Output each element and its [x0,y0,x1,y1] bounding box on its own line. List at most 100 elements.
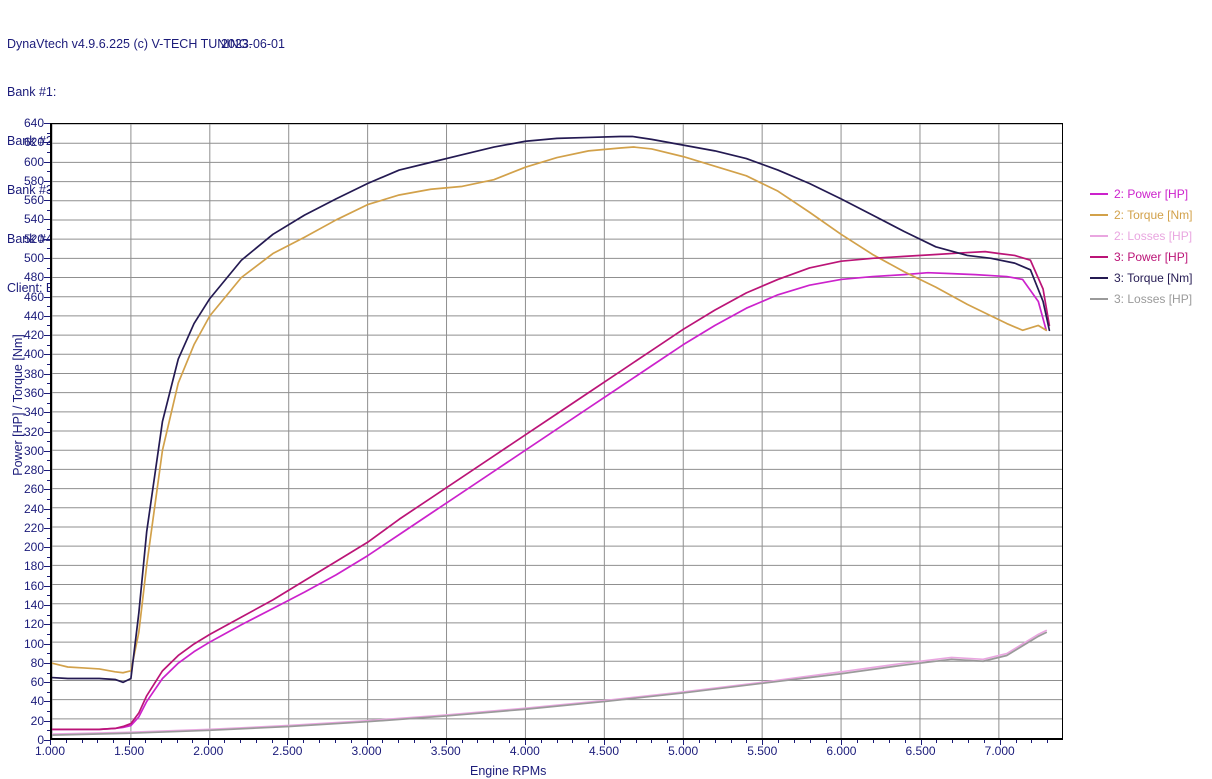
y-tick-mark-minor [47,518,50,520]
y-tick-mark-minor [47,460,50,462]
bank1-line: Bank #1: [7,85,57,100]
y-tick-label: 20 [30,713,44,728]
x-axis-ticks [50,740,1063,746]
series-line-3 [52,252,1049,730]
y-tick-mark-minor [47,691,50,693]
y-tick-mark [44,547,50,549]
y-tick-label: 140 [23,598,44,613]
legend-item-5[interactable]: 3: Losses [HP] [1090,288,1212,309]
y-tick-mark [44,605,50,607]
x-tick-mark-minor [97,740,99,743]
y-tick-mark [44,682,50,684]
y-tick-mark [44,701,50,703]
y-tick-mark-minor [47,383,50,385]
y-tick-mark-minor [47,267,50,269]
legend-item-label: 2: Losses [HP] [1114,228,1193,243]
x-tick-mark-minor [857,740,859,743]
legend-swatch-icon [1090,213,1108,216]
y-tick-mark-minor [47,364,50,366]
y-tick-mark [44,527,50,529]
x-tick-label: 2.000 [193,744,224,758]
y-tick-mark [44,277,50,279]
x-tick-mark [366,740,368,745]
y-tick-mark [44,412,50,414]
y-tick-mark [44,354,50,356]
series-line-0 [52,273,1046,730]
y-tick-mark-minor [47,248,50,250]
y-tick-mark-minor [47,171,50,173]
legend-item-label: 3: Torque [Nm] [1114,270,1193,285]
x-tick-mark-minor [667,740,669,743]
y-tick-mark-minor [47,537,50,539]
y-tick-mark-minor [47,498,50,500]
legend-item-4[interactable]: 3: Torque [Nm] [1090,267,1212,288]
x-tick-mark-minor [714,740,716,743]
legend-item-label: 2: Power [HP] [1114,186,1189,201]
x-tick-mark-minor [556,740,558,743]
y-tick-mark [44,470,50,472]
y-tick-label: 100 [23,636,44,651]
x-tick-mark-minor [255,740,257,743]
y-tick-mark-minor [47,325,50,327]
x-tick-mark-minor [825,740,827,743]
legend-item-3[interactable]: 3: Power [HP] [1090,246,1212,267]
report-date: 2023-06-01 [221,36,285,51]
y-tick-label: 160 [23,578,44,593]
x-tick-mark [524,740,526,745]
y-tick-label: 200 [23,540,44,555]
x-tick-mark-minor [81,740,83,743]
y-tick-label: 540 [23,212,44,227]
y-tick-label: 460 [23,289,44,304]
chart-legend: 2: Power [HP] 2: Torque [Nm] 2: Losses [HP… [1090,183,1212,309]
x-tick-mark-minor [793,740,795,743]
y-tick-mark-minor [47,711,50,713]
y-tick-mark-minor [47,190,50,192]
x-tick-mark-minor [1031,740,1033,743]
x-tick-mark-minor [429,740,431,743]
x-tick-mark-minor [113,740,115,743]
app-title: DynaVtech v4.9.6.225 (c) V-TECH TUNING. [7,36,252,51]
x-tick-mark-minor [888,740,890,743]
y-tick-mark [44,335,50,337]
x-tick-mark-minor [65,740,67,743]
x-tick-mark-minor [540,740,542,743]
legend-item-0[interactable]: 2: Power [HP] [1090,183,1212,204]
x-tick-mark [920,740,922,745]
x-tick-label: 4.000 [509,744,540,758]
x-tick-label: 1.000 [34,744,66,758]
x-tick-mark-minor [746,740,748,743]
legend-item-2[interactable]: 2: Losses [HP] [1090,225,1212,246]
x-tick-mark-minor [952,740,954,743]
y-tick-mark-minor [47,556,50,558]
y-tick-mark [44,489,50,491]
y-tick-mark [44,740,50,741]
y-tick-label: 360 [23,385,44,400]
y-tick-mark-minor [47,653,50,655]
x-tick-label: 5.500 [747,744,778,758]
y-axis-labels: 0 20 40 60 80 100 120 140 160 180 200 220 240 260 280 3… [0,116,44,747]
x-tick-mark-minor [904,740,906,743]
legend-item-label: 3: Losses [HP] [1114,291,1193,306]
x-tick-mark-minor [936,740,938,743]
y-tick-mark-minor [47,132,50,134]
y-tick-mark [44,315,50,317]
x-tick-mark [445,740,447,745]
x-tick-mark-minor [176,740,178,743]
x-tick-mark-minor [144,740,146,743]
y-tick-mark [44,585,50,587]
y-tick-mark-minor [47,286,50,288]
y-tick-label: 260 [23,482,44,497]
x-tick-mark [287,740,289,745]
x-tick-mark [208,740,210,745]
y-tick-mark-minor [47,576,50,578]
x-tick-label: 3.000 [351,744,382,758]
y-tick-mark [44,624,50,626]
legend-item-1[interactable]: 2: Torque [Nm] [1090,204,1212,225]
y-tick-label: 300 [23,443,44,458]
x-tick-mark-minor [477,740,479,743]
x-tick-mark-minor [192,740,194,743]
y-tick-mark [44,373,50,375]
x-tick-mark-minor [224,740,226,743]
y-tick-mark-minor [47,344,50,346]
legend-swatch-icon [1090,276,1108,279]
